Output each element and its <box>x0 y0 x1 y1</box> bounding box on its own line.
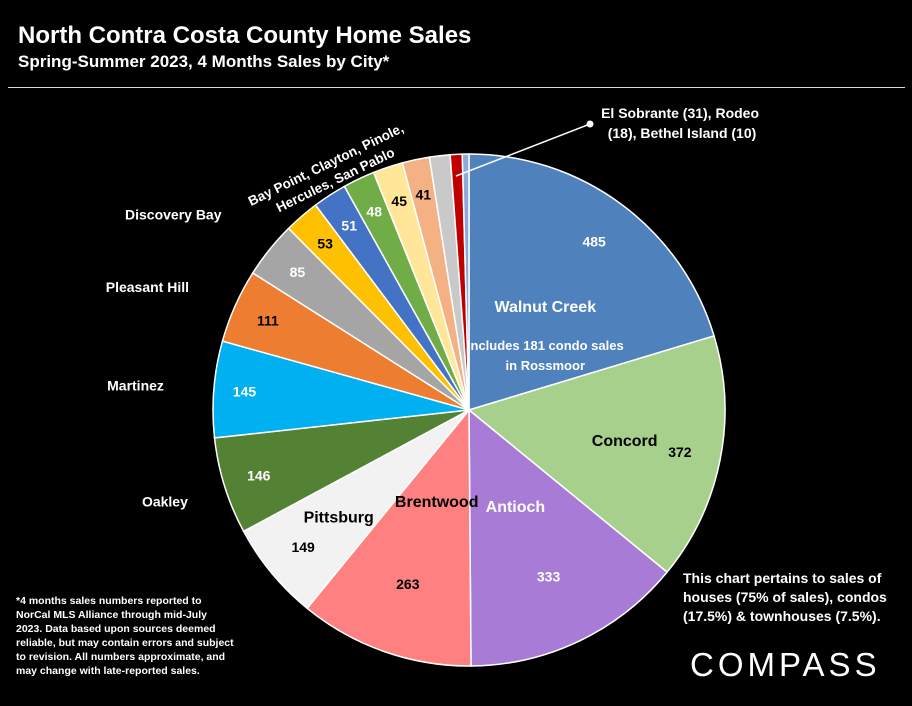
chart-scope-note: This chart pertains to sales of houses (… <box>683 569 908 626</box>
pie-value-label: 41 <box>415 187 431 203</box>
chart-scope-line: This chart pertains to sales of <box>683 570 882 586</box>
pie-slice-note: Includes 181 condo sales <box>467 338 624 353</box>
compass-logo: COMPASS <box>690 646 881 683</box>
callout-label: El Sobrante (31), Rodeo (18), Bethel Isl… <box>601 105 763 141</box>
pie-name-label: Martinez <box>107 377 164 393</box>
pie-value-label: 146 <box>247 467 271 483</box>
pie-value-label: 111 <box>257 312 279 328</box>
pie-value-label: 485 <box>582 233 606 249</box>
footnote-line: 2023. Data based upon sources deemed <box>16 623 216 635</box>
page-title: North Contra Costa County Home Sales <box>18 22 472 49</box>
pie-value-label: 45 <box>391 193 407 209</box>
pie-value-label: 145 <box>233 384 257 400</box>
header-divider <box>8 87 905 88</box>
pie-value-label: 333 <box>537 568 561 584</box>
pie-value-label: 263 <box>396 576 420 592</box>
page-subtitle: Spring-Summer 2023, 4 Months Sales by Ci… <box>18 52 390 71</box>
footnote: *4 months sales numbers reported to NorC… <box>16 594 256 678</box>
callout-leader-line <box>455 123 591 177</box>
pie-name-label: Walnut Creek <box>494 299 596 316</box>
pie-name-label: Brentwood <box>395 494 479 511</box>
pie-slice-note: in Rossmoor <box>506 358 585 373</box>
footnote-line: NorCal MLS Alliance through mid-July <box>16 609 207 621</box>
pie-name-label: Oakley <box>142 494 188 510</box>
pie-name-label: Discovery Bay <box>125 206 222 222</box>
pie-name-label: Pittsburg <box>304 510 374 527</box>
pie-slice <box>461 153 470 411</box>
footnote-line: to revision. All numbers approximate, an… <box>16 651 226 663</box>
pie-value-label: 48 <box>366 203 382 219</box>
footnote-line: may change with late-reported sales. <box>16 665 200 677</box>
chart-scope-line: (17.5%) & townhouses (7.5%). <box>683 608 881 624</box>
chart-scope-line: houses (75% of sales), condos <box>683 589 887 605</box>
footnote-line: *4 months sales numbers reported to <box>16 595 202 607</box>
pie-value-label: 85 <box>290 264 306 280</box>
pie-slices <box>212 153 726 667</box>
pie-value-label: 51 <box>341 217 357 233</box>
callout-dot <box>586 120 594 128</box>
pie-name-label: Antioch <box>486 499 546 516</box>
callout-line: (18), Bethel Island (10) <box>608 125 757 141</box>
footnote-line: reliable, but may contain errors and sub… <box>16 637 234 649</box>
pie-slice <box>468 408 669 667</box>
pie-slice <box>467 334 726 574</box>
pie-value-label: 372 <box>668 444 692 460</box>
pie-labels: 485 Walnut Creek Includes 181 condo sales i… <box>106 187 692 592</box>
pie-name-label: Concord <box>592 433 658 450</box>
pie-value-label: 149 <box>291 539 315 555</box>
pie-name-label: Pleasant Hill <box>106 279 189 295</box>
pie-value-label: 53 <box>317 235 333 251</box>
callout-line: El Sobrante (31), Rodeo <box>601 105 759 121</box>
pie-slice <box>306 407 472 667</box>
